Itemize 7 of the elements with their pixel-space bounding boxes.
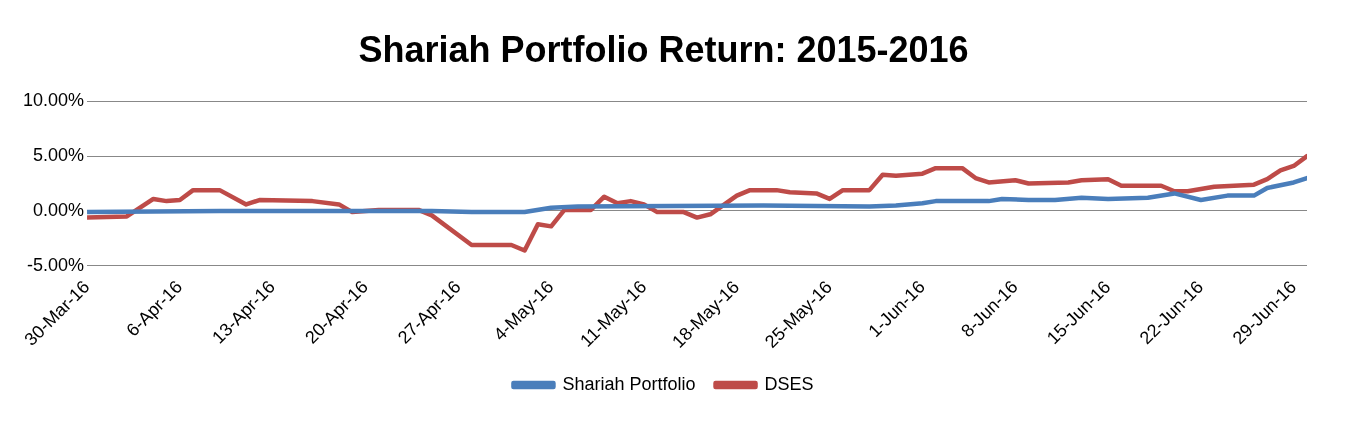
legend-label: DSES (764, 373, 814, 394)
y-tick-label: 5.00% (33, 145, 85, 166)
y-tick-label: 0.00% (33, 199, 85, 220)
y-tick-label: 10.00% (22, 90, 85, 111)
legend-label: Shariah Portfolio (562, 373, 696, 394)
y-tick-label: -5.00% (27, 254, 85, 275)
chart-title: Shariah Portfolio Return: 2015-2016 (358, 28, 969, 70)
